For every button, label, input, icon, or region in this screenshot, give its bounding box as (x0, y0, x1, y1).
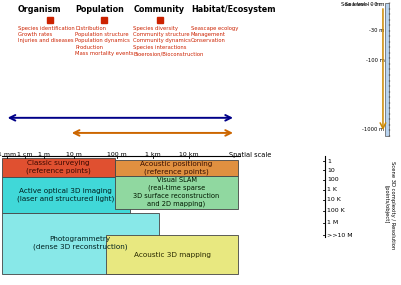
Text: 10 km: 10 km (179, 152, 198, 157)
Text: 100 m: 100 m (107, 152, 127, 157)
Text: Organism: Organism (18, 5, 61, 13)
Text: Visual SLAM
(real-time sparse
3D surface reconstruction
and 2D mapping): Visual SLAM (real-time sparse 3D surface… (134, 178, 220, 207)
Text: -100 m: -100 m (366, 58, 385, 63)
Bar (115, 160, 238, 176)
Bar (385, 3, 389, 136)
Text: 1 M: 1 M (327, 220, 338, 225)
Text: Acoustic positioning
(reference points): Acoustic positioning (reference points) (140, 161, 213, 175)
Text: 1 cm: 1 cm (17, 152, 33, 157)
Text: Community: Community (133, 5, 184, 13)
Text: Distribution
Population structure
Population dynamics
Production
Mass mortality : Distribution Population structure Popula… (75, 26, 134, 56)
Text: 1 mm: 1 mm (0, 152, 16, 157)
Text: Population: Population (75, 5, 124, 13)
Bar (115, 176, 238, 209)
Text: Active optical 3D imaging
(laser and structured light): Active optical 3D imaging (laser and str… (17, 188, 114, 202)
Text: >>10 M: >>10 M (327, 233, 353, 238)
Text: Seascape ecology
Management
Conservation: Seascape ecology Management Conservation (191, 26, 238, 44)
Text: 1 m: 1 m (38, 152, 50, 157)
Text: Acoustic 3D mapping: Acoustic 3D mapping (134, 252, 211, 258)
Text: 1: 1 (327, 158, 331, 164)
Text: -30 m: -30 m (369, 28, 385, 33)
Text: Species identification
Growth rates
Injuries and diseases: Species identification Growth rates Inju… (18, 26, 75, 44)
Text: Classic surveying
(reference points): Classic surveying (reference points) (26, 160, 91, 174)
Text: Habitat/Ecosystem: Habitat/Ecosystem (191, 5, 275, 13)
Text: 1 km: 1 km (145, 152, 160, 157)
Text: 1 K: 1 K (327, 188, 337, 192)
Text: 100: 100 (327, 177, 339, 182)
Text: 10: 10 (327, 168, 335, 173)
Text: Scene 3D complexity / Resolution
[points/object]: Scene 3D complexity / Resolution [points… (383, 160, 395, 249)
Text: -1000 m: -1000 m (363, 127, 385, 133)
Text: 10 m: 10 m (66, 152, 82, 157)
Bar (2, 213, 159, 274)
Text: 10 K: 10 K (327, 198, 341, 202)
Bar (106, 235, 238, 274)
Text: Sea level - 0 m: Sea level - 0 m (345, 2, 385, 7)
Text: Spatial scale: Spatial scale (229, 152, 271, 158)
Text: Photogrammetry
(dense 3D reconstruction): Photogrammetry (dense 3D reconstruction) (33, 237, 128, 251)
Text: Sea level - 0 m: Sea level - 0 m (341, 1, 381, 7)
Text: 100 K: 100 K (327, 208, 345, 213)
Bar (2, 177, 130, 213)
Bar (2, 158, 115, 177)
Text: Species diversity
Community structure
Community dynamics
Species interactions
Bi: Species diversity Community structure Co… (133, 26, 203, 56)
